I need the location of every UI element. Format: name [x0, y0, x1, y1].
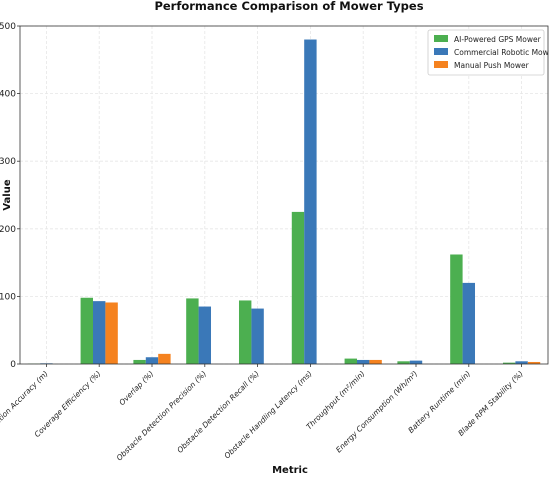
bar [502, 362, 516, 364]
bar [369, 359, 382, 364]
bar [186, 298, 199, 364]
bar [356, 359, 370, 364]
legend-label: AI-Powered GPS Mower [454, 35, 542, 44]
bar [304, 39, 317, 365]
y-axis-label: Value [2, 179, 13, 210]
plot-frame [19, 25, 549, 365]
legend-swatch [434, 35, 448, 42]
bar [527, 361, 541, 364]
legend-box [427, 29, 545, 76]
bar [133, 359, 146, 364]
x-tick-label: Obstacle Detection Precision (%) [115, 369, 209, 463]
x-tick-label: Obstacle Handling Latency (ms) [222, 369, 313, 460]
x-tick-label: Throughput (m²/min) [304, 369, 366, 431]
legend-swatch [434, 61, 448, 68]
bar [397, 361, 410, 364]
bar [145, 357, 159, 364]
bar [251, 308, 264, 364]
x-axis-label: Metric [272, 465, 308, 476]
legend-label: Manual Push Mower [454, 61, 530, 70]
y-tick-label: 100 [0, 292, 16, 302]
bar [80, 297, 93, 364]
legend-label: Commercial Robotic Mower [454, 48, 549, 57]
y-tick-label: 0 [10, 360, 16, 370]
bars [27, 39, 541, 365]
y-tick-label: 200 [0, 225, 16, 235]
y-tick-label: 500 [0, 22, 16, 32]
x-tick-label: Overlap (%) [117, 369, 155, 407]
chart-title: Performance Comparison of Mower Types [154, 0, 423, 13]
bar [92, 301, 106, 364]
bar [158, 353, 171, 364]
bar [198, 306, 212, 364]
y-axis-ticks: 0 100 200 300 400 500 [0, 22, 20, 370]
legend: AI-Powered GPS Mower Commercial Robotic M… [427, 29, 549, 76]
bar [515, 361, 528, 364]
x-axis-ticks: Navigation Accuracy (m)Coverage Efficien… [0, 364, 525, 463]
bar [462, 282, 476, 364]
bar [238, 300, 252, 364]
y-tick-label: 400 [0, 90, 16, 100]
bar [450, 254, 463, 364]
legend-swatch [434, 48, 448, 55]
bar [344, 358, 357, 364]
bar [291, 211, 305, 364]
bar [409, 360, 423, 364]
y-tick-label: 300 [0, 157, 16, 167]
bar [105, 302, 118, 364]
